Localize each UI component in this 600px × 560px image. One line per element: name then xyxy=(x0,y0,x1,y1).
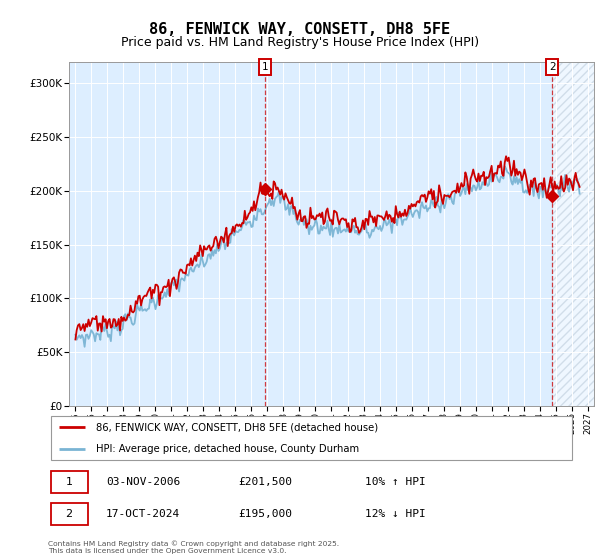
Text: 2: 2 xyxy=(549,62,556,72)
Text: Contains HM Land Registry data © Crown copyright and database right 2025.
This d: Contains HM Land Registry data © Crown c… xyxy=(48,541,339,554)
Text: £201,500: £201,500 xyxy=(238,477,292,487)
Text: HPI: Average price, detached house, County Durham: HPI: Average price, detached house, Coun… xyxy=(95,444,359,454)
Text: 1: 1 xyxy=(262,62,268,72)
FancyBboxPatch shape xyxy=(50,470,88,493)
Text: 10% ↑ HPI: 10% ↑ HPI xyxy=(365,477,425,487)
Text: 17-OCT-2024: 17-OCT-2024 xyxy=(106,509,181,519)
FancyBboxPatch shape xyxy=(50,416,572,460)
Text: £195,000: £195,000 xyxy=(238,509,292,519)
Text: Price paid vs. HM Land Registry's House Price Index (HPI): Price paid vs. HM Land Registry's House … xyxy=(121,36,479,49)
Text: 86, FENWICK WAY, CONSETT, DH8 5FE: 86, FENWICK WAY, CONSETT, DH8 5FE xyxy=(149,22,451,38)
Text: 1: 1 xyxy=(65,477,73,487)
Text: 12% ↓ HPI: 12% ↓ HPI xyxy=(365,509,425,519)
Text: 03-NOV-2006: 03-NOV-2006 xyxy=(106,477,181,487)
Bar xyxy=(552,62,594,406)
FancyBboxPatch shape xyxy=(50,503,88,525)
Text: 2: 2 xyxy=(65,509,73,519)
Text: 86, FENWICK WAY, CONSETT, DH8 5FE (detached house): 86, FENWICK WAY, CONSETT, DH8 5FE (detac… xyxy=(95,422,377,432)
